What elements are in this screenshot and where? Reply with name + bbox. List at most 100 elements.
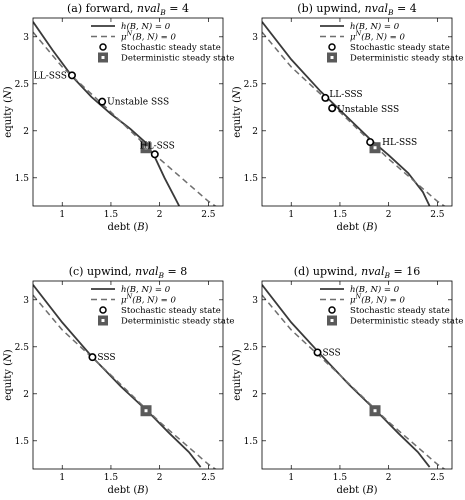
legend-label: Stochastic steady state [121, 306, 221, 316]
mu-n-curve [33, 294, 217, 469]
x-axis-label: debt (B) [107, 222, 148, 233]
x-tick-label: 2.5 [201, 210, 216, 220]
axes-frame [32, 17, 224, 207]
legend-label: h(B, N) = 0 [350, 284, 400, 295]
chart-panel-3: (c) upwind, nvalB = 8 SSS 1 1.5 2 2.5 1.5 2 2.5 3… [3, 265, 234, 496]
h-curve [33, 21, 180, 206]
axes-frame [261, 17, 453, 207]
deterministic-marker-center [144, 146, 148, 150]
legend-label: μN(B, N) = 0 [121, 293, 176, 306]
panel-title: (c) upwind, nvalB = 8 [69, 265, 188, 280]
legend-label: μN(B, N) = 0 [350, 30, 405, 43]
stochastic-steady-state-marker [328, 104, 337, 113]
deterministic-marker-center [373, 146, 377, 150]
x-tick-label: 1.5 [104, 473, 119, 483]
y-tick-label: 3 [252, 33, 258, 43]
y-tick-label: 2 [252, 127, 258, 137]
x-tick-label: 1.5 [104, 210, 119, 220]
steady-state-label: SSS [97, 353, 115, 363]
stochastic-steady-state-marker [366, 138, 375, 147]
chart-panel-4: (d) upwind, nvalB = 16 SSS 1 1.5 2 2.5 1.5 2 2.5… [232, 265, 463, 496]
steady-state-label: LL-SSS [34, 71, 67, 81]
deterministic-marker-center [144, 409, 148, 413]
y-tick-label: 2.5 [15, 343, 30, 353]
legend-circle-marker [328, 306, 336, 314]
y-tick-label: 2.5 [244, 343, 259, 353]
steady-state-label: SSS [323, 348, 341, 358]
y-tick-label: 2 [23, 127, 29, 137]
axes-frame [261, 280, 453, 470]
h-curve [262, 284, 431, 468]
legend-label: Stochastic steady state [350, 43, 450, 53]
y-tick-label: 2 [23, 390, 29, 400]
y-tick-label: 3 [252, 296, 258, 306]
x-tick-label: 2.5 [430, 473, 445, 483]
y-axis-label: equity (N) [232, 349, 243, 400]
x-tick-label: 1 [288, 210, 294, 220]
x-tick-label: 2.5 [201, 473, 216, 483]
y-tick-label: 3 [23, 33, 29, 43]
x-tick-label: 2.5 [430, 210, 445, 220]
x-axis-label: debt (B) [336, 485, 377, 496]
legend-label: h(B, N) = 0 [350, 21, 400, 32]
x-tick-label: 1 [59, 210, 65, 220]
stochastic-steady-state-marker [313, 348, 322, 357]
chart-panel-2: (b) upwind, nvalB = 4 LL-SSS Unstable SSS H… [232, 2, 463, 233]
legend-label: Deterministic steady state [350, 317, 463, 327]
x-tick-label: 1.5 [333, 473, 348, 483]
y-tick-label: 2.5 [244, 80, 259, 90]
mu-n-curve [262, 31, 446, 206]
legend-label: Deterministic steady state [121, 317, 234, 327]
stochastic-steady-state-marker [150, 150, 159, 159]
x-axis-label: debt (B) [107, 485, 148, 496]
legend-square-center [101, 56, 105, 59]
y-tick-label: 1.5 [15, 437, 30, 447]
deterministic-marker-center [373, 409, 377, 413]
legend-label: Deterministic steady state [350, 54, 463, 64]
y-tick-label: 1.5 [244, 437, 259, 447]
y-axis-label: equity (N) [3, 86, 14, 137]
stochastic-steady-state-marker [321, 93, 330, 102]
x-tick-label: 2 [386, 473, 392, 483]
y-tick-label: 1.5 [15, 174, 30, 184]
panel-title: (a) forward, nvalB = 4 [67, 2, 189, 17]
legend-label: Deterministic steady state [121, 54, 234, 64]
legend-label: h(B, N) = 0 [121, 284, 171, 295]
legend-circle-marker [99, 306, 107, 314]
y-tick-label: 1.5 [244, 174, 259, 184]
x-tick-label: 2 [386, 210, 392, 220]
steady-state-label: HL-SSS [382, 138, 417, 148]
x-tick-label: 2 [157, 210, 163, 220]
legend-square-center [101, 319, 105, 322]
mu-n-curve [33, 31, 217, 206]
y-tick-label: 3 [23, 296, 29, 306]
panel-title: (b) upwind, nvalB = 4 [297, 2, 416, 17]
x-tick-label: 1 [288, 473, 294, 483]
h-curve [33, 284, 202, 468]
y-axis-label: equity (N) [232, 86, 243, 137]
x-tick-label: 1 [59, 473, 65, 483]
steady-state-label: LL-SSS [329, 90, 362, 100]
stochastic-steady-state-marker [88, 353, 97, 362]
axes-frame [32, 280, 224, 470]
legend-label: h(B, N) = 0 [121, 21, 171, 32]
legend-circle-marker [328, 43, 336, 51]
stochastic-steady-state-marker [67, 71, 76, 80]
steady-state-label: HL-SSS [140, 141, 175, 151]
y-tick-label: 2 [252, 390, 258, 400]
legend-circle-marker [99, 43, 107, 51]
y-axis-label: equity (N) [3, 349, 14, 400]
steady-state-label: Unstable SSS [337, 105, 399, 115]
stochastic-steady-state-marker [98, 97, 107, 106]
chart-panel-1: (a) forward, nvalB = 4 LL-SSS Unstable SSS… [3, 2, 234, 233]
steady-state-label: Unstable SSS [107, 98, 169, 108]
legend-label: Stochastic steady state [121, 43, 221, 53]
legend-square-center [330, 56, 334, 59]
x-axis-label: debt (B) [336, 222, 377, 233]
y-tick-label: 2.5 [15, 80, 30, 90]
